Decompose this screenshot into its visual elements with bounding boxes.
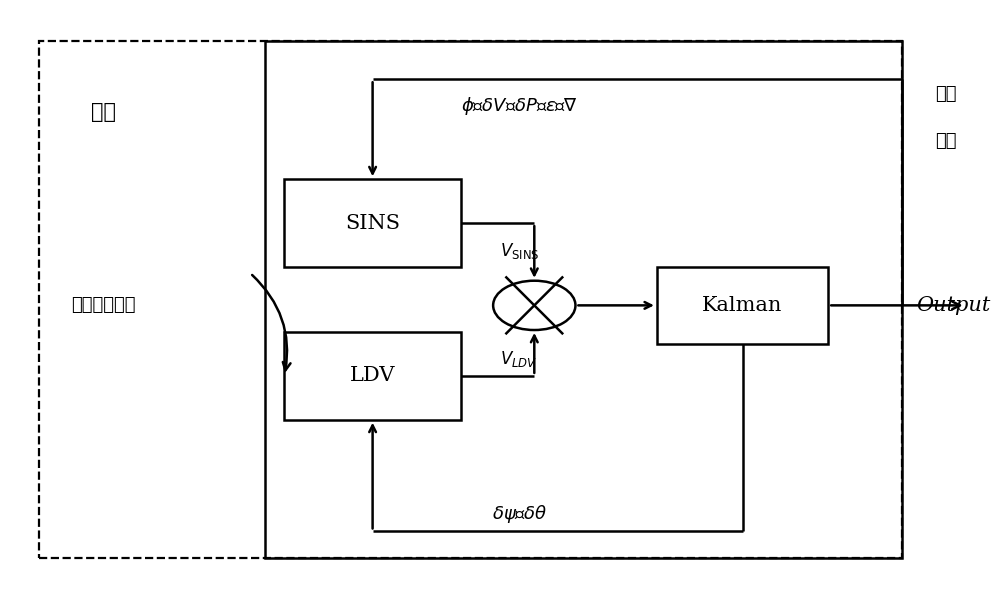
Text: $\phi$、$\delta V$、$\delta P$、$\varepsilon$、$\nabla$: $\phi$、$\delta V$、$\delta P$、$\varepsilo… [461, 95, 578, 117]
Bar [657, 267, 828, 344]
Text: Kalman: Kalman [702, 296, 783, 315]
Text: 修正: 修正 [935, 132, 957, 150]
Bar [284, 179, 461, 267]
Text: 标定: 标定 [91, 102, 116, 122]
Text: 初始时刻数据: 初始时刻数据 [71, 297, 135, 314]
FancyArrowPatch shape [252, 275, 291, 370]
Bar [265, 41, 902, 558]
Bar [39, 41, 902, 558]
Text: Output: Output [916, 296, 991, 315]
Text: $V_{\mathrm{SINS}}$: $V_{\mathrm{SINS}}$ [500, 241, 540, 261]
Text: SINS: SINS [345, 214, 400, 232]
Text: 补偷: 补偷 [935, 85, 957, 103]
Text: $\delta\psi$、$\delta\theta$: $\delta\psi$、$\delta\theta$ [492, 503, 547, 525]
Text: LDV: LDV [350, 367, 395, 385]
Text: $V_{LDV}$: $V_{LDV}$ [500, 349, 537, 370]
Bar [284, 332, 461, 420]
